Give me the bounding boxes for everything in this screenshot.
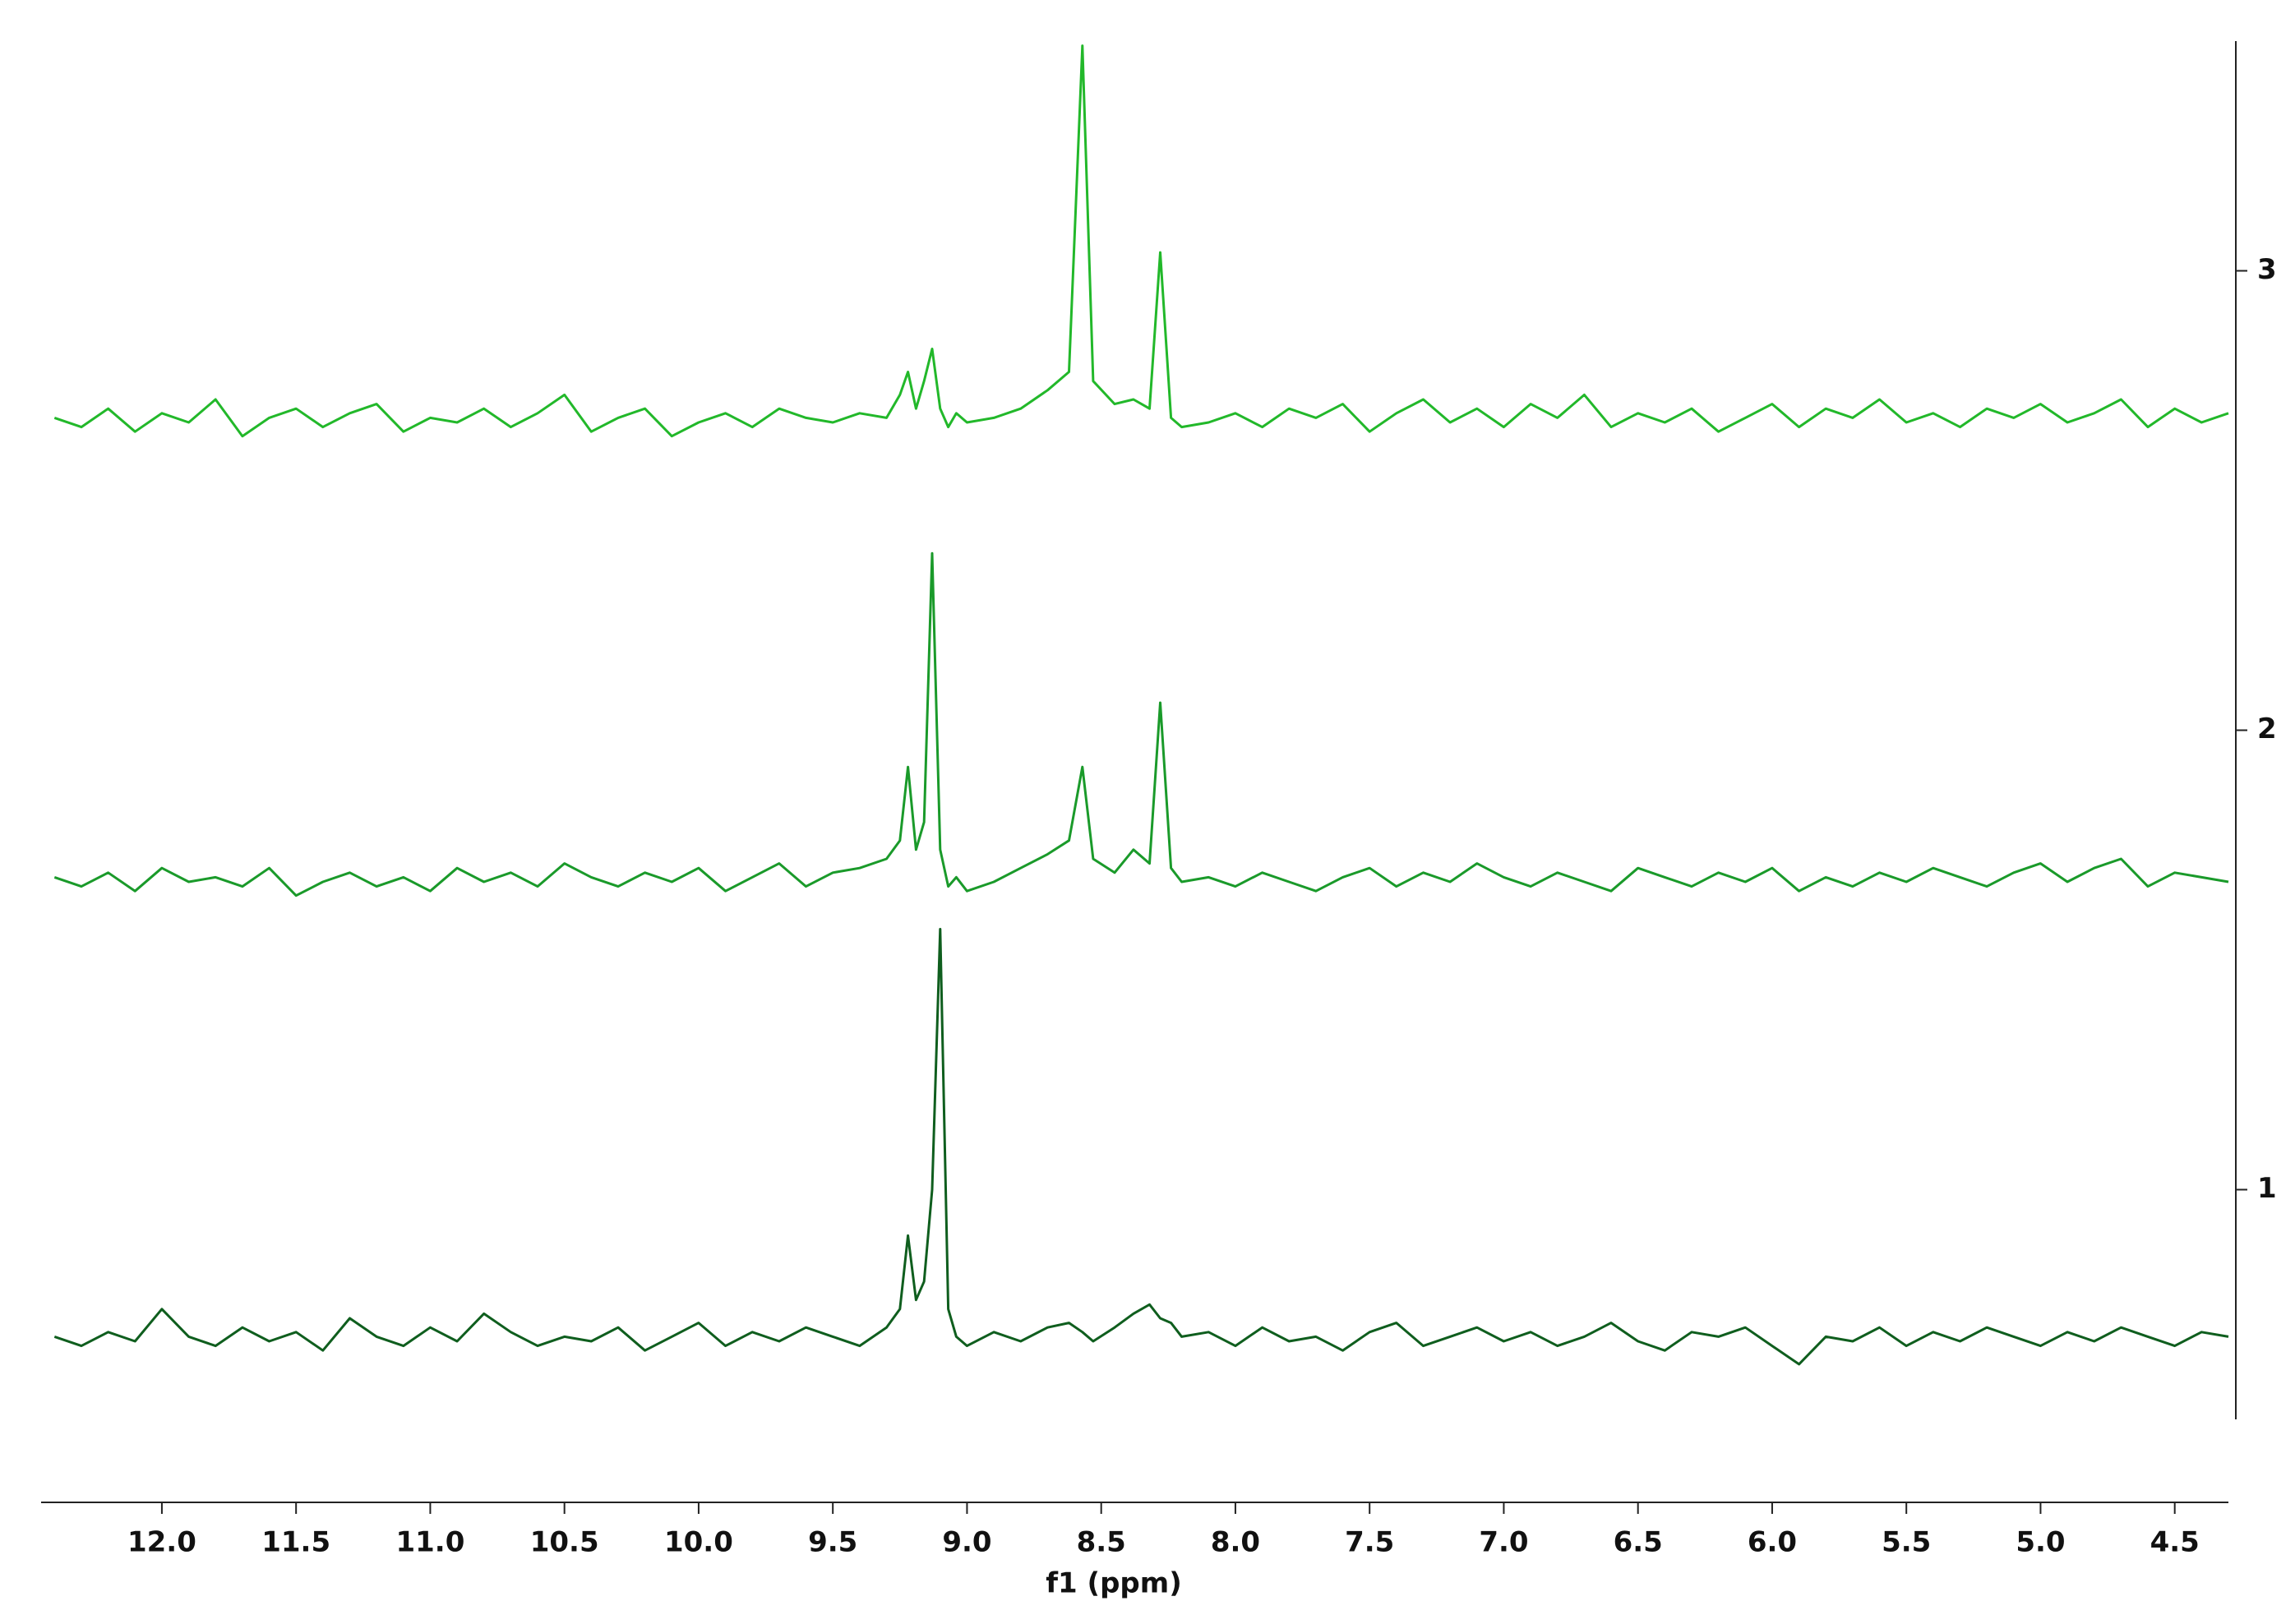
x-tick-label: 11.5	[261, 1526, 330, 1559]
x-tick-label: 9.5	[808, 1526, 857, 1559]
x-tick-label: 6.0	[1748, 1526, 1797, 1559]
x-tick-label: 8.5	[1077, 1526, 1126, 1559]
x-axis-label: f1 (ppm)	[1046, 1567, 1181, 1600]
spectrum-line	[53, 551, 2229, 897]
x-tick-label: 5.0	[2016, 1526, 2065, 1559]
y-tick-label: 1	[2257, 1172, 2277, 1205]
x-tick-label: 5.5	[1882, 1526, 1931, 1559]
y-tick-label: 3	[2257, 253, 2277, 286]
x-tick-label: 6.5	[1614, 1526, 1663, 1559]
spectrum-line	[53, 928, 2229, 1366]
spectrum-line	[53, 44, 2229, 438]
x-tick-label: 11.0	[395, 1526, 464, 1559]
x-tick-label: 7.0	[1479, 1526, 1528, 1559]
y-tick-label: 2	[2257, 713, 2277, 745]
x-tick-label: 10.0	[664, 1526, 733, 1559]
x-tick-label: 4.5	[2150, 1526, 2200, 1559]
x-tick-label: 12.0	[127, 1526, 196, 1559]
x-tick-label: 10.5	[530, 1526, 599, 1559]
x-tick-label: 9.0	[942, 1526, 991, 1559]
x-tick-label: 7.5	[1345, 1526, 1394, 1559]
x-tick-label: 8.0	[1211, 1526, 1260, 1559]
